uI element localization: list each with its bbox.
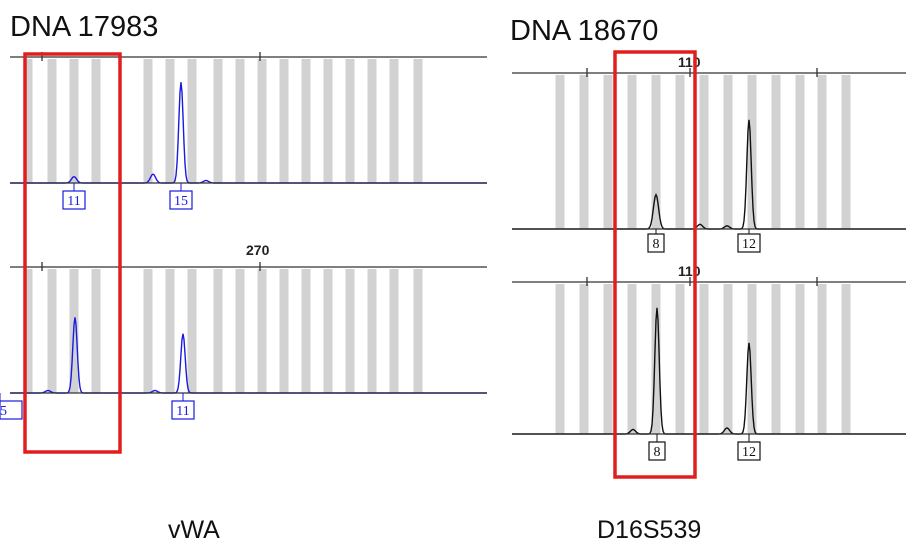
- left-panel-2-bin-13: [345, 269, 355, 393]
- locus-label-right: D16S539: [597, 516, 702, 544]
- right-panel-2-bin-12: [841, 284, 851, 434]
- left-panel-2-bin-1: [47, 269, 57, 393]
- left-panel-1-bin-16: [413, 59, 423, 183]
- right-panel-2-bin-10: [795, 284, 805, 434]
- left-panel-2-allele-label-3: 15: [0, 404, 7, 419]
- left-panel-2-bin-14: [367, 269, 377, 393]
- left-panel-1-bin-14: [367, 59, 377, 183]
- left-panel-2-bin-15: [389, 269, 399, 393]
- right-panel-2-bin-2: [603, 284, 613, 434]
- left-panel-1-bin-7: [213, 59, 223, 183]
- right-panel-1-bin-2: [603, 75, 613, 229]
- right-panel-2-bin-11: [817, 284, 827, 434]
- left-panel-1-bin-5: [165, 59, 175, 183]
- locus-label-left: vWA: [168, 516, 220, 544]
- left-panel-2-bin-7: [213, 269, 223, 393]
- right-panel-1-allele-label-1: 12: [742, 237, 756, 252]
- right-panel-1-bin-4: [651, 75, 661, 229]
- right-panel-2-allele-label-1: 12: [742, 445, 756, 460]
- left-highlight-box: [23, 52, 122, 454]
- left-panel-1-bin-9: [257, 59, 267, 183]
- right-panel-1-allele-box-0: [647, 233, 665, 253]
- right-panel-1-bin-11: [817, 75, 827, 229]
- right-panel-2-bin-5: [675, 284, 685, 434]
- right-panel-2-bin-8: [747, 284, 757, 434]
- left-panel-1-bin-1: [47, 59, 57, 183]
- left-panel-1-bin-13: [345, 59, 355, 183]
- right-panel-2-allele-label-0: 8: [654, 445, 661, 460]
- right-panel-1-bin-5: [675, 75, 685, 229]
- right-panel-1-bin-3: [627, 75, 637, 229]
- left-panel-1-bin-3: [91, 59, 101, 183]
- left-panel-1-bin-15: [389, 59, 399, 183]
- right-panel-1-bin-10: [795, 75, 805, 229]
- left-panel-1-bin-11: [301, 59, 311, 183]
- left-panel-1-bin-2: [69, 59, 79, 183]
- left-panel-2-allele-label-1: 11: [176, 404, 189, 419]
- left-panel-1-allele-box-1: [169, 190, 193, 210]
- right-panel-1-bin-6: [699, 75, 709, 229]
- right-panel-1-bin-8: [747, 75, 757, 229]
- right-panel-2-bin-3: [627, 284, 637, 434]
- left-panel-2-bin-0: [23, 269, 33, 393]
- left-panel-2-bin-5: [165, 269, 175, 393]
- left-panel-2-bin-6: [187, 269, 197, 393]
- right-highlight-box: [613, 50, 697, 479]
- axis-label-left-bottom: 270: [246, 242, 270, 258]
- right-panel-1-bin-7: [723, 75, 733, 229]
- right-panel-2-allele-box-1: [737, 441, 761, 461]
- left-panel-1-bin-0: [23, 59, 33, 183]
- right-panel-1-bin-12: [841, 75, 851, 229]
- right-panel-1-allele-box-1: [737, 233, 761, 253]
- right-panel-1-bin-1: [579, 75, 589, 229]
- left-panel-1-bin-8: [235, 59, 245, 183]
- right-panel-2-bin-1: [579, 284, 589, 434]
- left-panel-2-bin-10: [279, 269, 289, 393]
- right-panel-2-allele-box-0: [648, 441, 666, 461]
- right-panel-1-bin-9: [771, 75, 781, 229]
- right-panel-2-bin-9: [771, 284, 781, 434]
- left-panel-2-allele-box-3: [0, 400, 23, 420]
- left-panel-1-allele-box-0: [62, 190, 86, 210]
- left-panel-1-allele-label-1: 15: [174, 194, 188, 209]
- left-panel-2-bin-9: [257, 269, 267, 393]
- left-panel-1-bin-12: [323, 59, 333, 183]
- chart-title-left: DNA 17983: [10, 11, 159, 43]
- left-panel-2-bin-16: [413, 269, 423, 393]
- right-panel-1-bin-0: [555, 75, 565, 229]
- right-panel-2-bin-0: [555, 284, 565, 434]
- left-panel-2-bin-12: [323, 269, 333, 393]
- left-panel-1-allele-label-0: 11: [67, 194, 80, 209]
- chart-title-right: DNA 18670: [510, 15, 659, 47]
- right-panel-2-bin-6: [699, 284, 709, 434]
- right-panel-2-bin-7: [723, 284, 733, 434]
- left-panel-1-bin-10: [279, 59, 289, 183]
- left-panel-1-bin-4: [143, 59, 153, 183]
- left-panel-2-bin-4: [143, 269, 153, 393]
- left-panel-2-bin-8: [235, 269, 245, 393]
- left-panel-1-bin-6: [187, 59, 197, 183]
- left-panel-2-bin-3: [91, 269, 101, 393]
- left-panel-2-bin-11: [301, 269, 311, 393]
- right-panel-2-bin-4: [651, 284, 661, 434]
- right-panel-1-allele-label-0: 8: [653, 237, 660, 252]
- left-panel-2-allele-box-1: [171, 400, 195, 420]
